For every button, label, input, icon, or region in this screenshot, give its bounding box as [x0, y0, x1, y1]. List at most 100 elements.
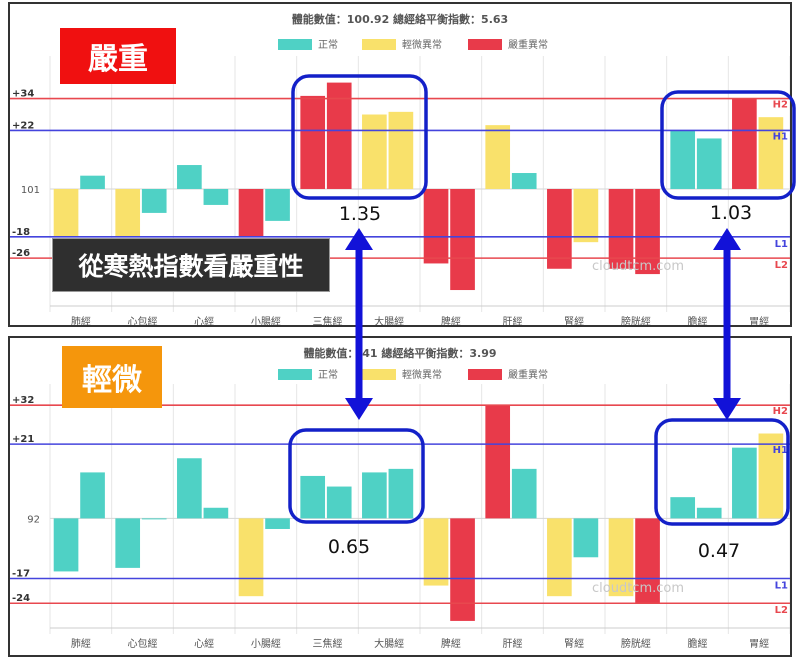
- bar-normal: [670, 497, 696, 519]
- reference-line-tag: H1: [773, 445, 788, 456]
- bar-normal: [141, 518, 167, 520]
- reference-line-value: -17: [12, 568, 30, 579]
- bar-normal: [53, 518, 79, 572]
- legend-label: 輕微異常: [402, 368, 442, 381]
- x-tick-label: 胃經: [749, 315, 769, 325]
- reference-line-tag: H2: [773, 100, 788, 111]
- x-tick-label: 心包經: [128, 315, 158, 325]
- legend-label: 正常: [318, 38, 338, 51]
- x-tick-label: 膽經: [688, 315, 708, 325]
- legend-label: 輕微異常: [402, 38, 442, 51]
- bar-mild: [423, 518, 449, 586]
- bar-normal: [115, 518, 141, 568]
- reference-line-tag: H2: [773, 406, 788, 417]
- legend-swatch: [468, 39, 502, 50]
- bar-normal: [326, 486, 352, 519]
- bar-normal: [177, 458, 202, 519]
- bar-severe: [450, 188, 475, 291]
- bar-mild: [573, 188, 599, 243]
- baseline-tick-label: 101: [21, 185, 40, 196]
- severe-tag: 嚴重: [60, 28, 176, 84]
- chart-title: 體能數值： 41 總經絡平衡指數：3.99: [303, 346, 496, 360]
- bar-normal: [670, 130, 696, 189]
- bar-normal: [203, 507, 229, 519]
- bar-normal: [203, 188, 229, 205]
- reference-line-tag: L2: [775, 605, 788, 616]
- bar-normal: [696, 138, 722, 189]
- x-tick-label: 三焦經: [313, 315, 343, 325]
- chart-title: 體能數值：100.92 總經絡平衡指數：5.63: [292, 12, 508, 26]
- bar-normal: [300, 475, 326, 519]
- bar-severe: [423, 188, 449, 264]
- x-tick-label: 小腸經: [251, 315, 281, 325]
- bar-mild: [388, 111, 414, 189]
- bar-severe: [635, 518, 660, 604]
- baseline-tick-label: 92: [27, 514, 40, 525]
- bar-normal: [80, 175, 105, 189]
- x-tick-label: 腎經: [564, 637, 584, 650]
- legend-swatch: [362, 369, 396, 380]
- legend-label: 嚴重異常: [508, 368, 548, 381]
- reference-line-value: +22: [12, 120, 34, 131]
- bar-normal: [573, 518, 599, 558]
- bar-normal: [265, 188, 290, 221]
- x-tick-label: 膀胱經: [621, 637, 651, 650]
- watermark: cloudtcm.com: [592, 581, 684, 596]
- x-tick-label: 肝經: [503, 315, 523, 325]
- bar-severe: [608, 188, 634, 269]
- x-tick-label: 脾經: [441, 315, 461, 325]
- x-tick-label: 大腸經: [374, 637, 404, 650]
- bar-severe: [450, 518, 475, 621]
- bar-normal: [511, 468, 537, 519]
- bar-severe: [300, 95, 326, 189]
- legend-swatch: [362, 39, 396, 50]
- legend-swatch: [278, 369, 312, 380]
- bar-normal: [141, 188, 167, 213]
- legend-label: 嚴重異常: [508, 38, 548, 51]
- x-tick-label: 肝經: [503, 637, 523, 650]
- legend-label: 正常: [318, 368, 338, 381]
- x-tick-label: 膀胱經: [621, 315, 651, 325]
- bar-severe: [238, 188, 264, 237]
- mild-tag: 輕微: [62, 346, 162, 408]
- reference-line-tag: L2: [775, 260, 788, 271]
- x-tick-label: 腎經: [564, 315, 584, 325]
- watermark: cloudtcm.com: [592, 259, 684, 274]
- bar-normal: [80, 472, 105, 519]
- bar-normal: [177, 165, 202, 189]
- legend-swatch: [468, 369, 502, 380]
- bar-normal: [732, 447, 757, 519]
- reference-line-value: +21: [12, 434, 34, 445]
- bar-mild: [115, 188, 141, 237]
- bar-mild: [485, 125, 511, 189]
- bar-normal: [511, 173, 537, 189]
- bar-normal: [265, 518, 290, 529]
- reference-line-value: -24: [12, 593, 30, 604]
- bar-mild: [758, 117, 784, 189]
- bar-severe: [635, 188, 660, 275]
- legend-swatch: [278, 39, 312, 50]
- bar-severe: [732, 98, 757, 189]
- x-tick-label: 三焦經: [313, 637, 343, 650]
- bar-severe: [547, 188, 572, 269]
- reference-line-value: +32: [12, 395, 34, 406]
- x-tick-label: 肺經: [71, 315, 91, 325]
- bar-mild: [362, 114, 387, 189]
- bar-mild: [547, 518, 572, 597]
- x-tick-label: 脾經: [441, 637, 461, 650]
- bar-normal: [388, 468, 414, 519]
- bar-mild: [608, 518, 634, 597]
- bar-mild: [238, 518, 264, 597]
- caption-label: 從寒熱指數看嚴重性: [52, 238, 330, 292]
- bar-normal: [362, 472, 387, 519]
- x-tick-label: 肺經: [71, 637, 91, 650]
- reference-line-value: +34: [12, 89, 34, 100]
- x-tick-label: 心經: [194, 637, 214, 650]
- bar-mild: [53, 188, 79, 237]
- bar-normal: [696, 507, 722, 519]
- x-tick-label: 小腸經: [251, 637, 281, 650]
- reference-line-value: -18: [12, 227, 30, 238]
- x-tick-label: 心經: [194, 315, 214, 325]
- x-tick-label: 胃經: [749, 637, 769, 650]
- reference-line-value: -26: [12, 248, 30, 259]
